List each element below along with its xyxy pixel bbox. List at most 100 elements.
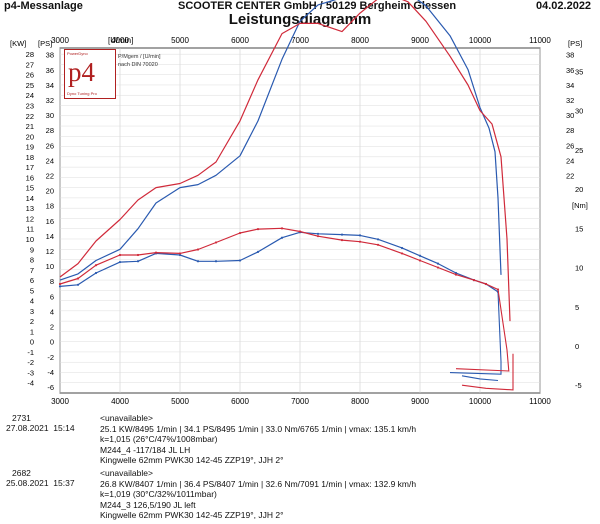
torque-point bbox=[154, 251, 158, 254]
x-tick-label-top: 3000 bbox=[51, 36, 69, 45]
kw-tick-label: 18 bbox=[26, 153, 34, 162]
kw-tick-label: 21 bbox=[26, 122, 34, 131]
kw-tick-label: 0 bbox=[30, 338, 34, 347]
run-details: <unavailable> 26.8 KW/8407 1/min | 36.4 … bbox=[100, 468, 600, 521]
red-torque-tail bbox=[455, 289, 510, 372]
x-tick-label-bottom: 11000 bbox=[529, 397, 551, 406]
ps-left-tick-label: 26 bbox=[46, 141, 54, 150]
power-chart: 3000300040004000500050006000600070007000… bbox=[10, 0, 588, 406]
ps-left-tick-label: 30 bbox=[46, 111, 54, 120]
ps-left-tick-label: 34 bbox=[46, 81, 54, 90]
ps-right-tick-label: 32 bbox=[566, 96, 574, 105]
torque-point bbox=[94, 271, 98, 275]
kw-tick-label: 28 bbox=[26, 50, 34, 59]
ps-right-tick-label: 22 bbox=[566, 172, 574, 181]
torque-point bbox=[418, 259, 422, 262]
torque-point bbox=[136, 260, 140, 263]
torque-point bbox=[418, 254, 422, 257]
torque-point bbox=[238, 259, 242, 262]
report-date: 04.02.2022 bbox=[536, 0, 592, 12]
torque-point bbox=[472, 278, 476, 282]
x-tick-label-top: 11000 bbox=[529, 36, 551, 45]
ps-left-tick-label: 24 bbox=[46, 156, 54, 165]
torque-point bbox=[58, 285, 62, 288]
ps-left-tick-label: 36 bbox=[46, 66, 54, 75]
chart-title: Leistungsdiagramm bbox=[228, 11, 372, 28]
kw-tick-label: 16 bbox=[26, 173, 34, 182]
logo-text: p4 bbox=[68, 57, 95, 87]
run-setup: M244_3 126,5/190 JL left bbox=[100, 499, 196, 510]
torque-point bbox=[400, 246, 404, 250]
torque-point bbox=[400, 252, 404, 255]
kw-tick-label: 27 bbox=[26, 60, 34, 69]
torque-point bbox=[316, 235, 320, 238]
x-tick-label-bottom: 7000 bbox=[291, 397, 309, 406]
nm-tick-label: 20 bbox=[575, 185, 583, 194]
app-title: p4-Messanlage bbox=[4, 0, 83, 12]
nm-tick-label: 0 bbox=[575, 342, 579, 351]
run-correction: k=1,015 (26°C/47%/1008mbar) bbox=[100, 434, 218, 444]
ps-left-tick-label: -6 bbox=[47, 383, 54, 392]
kw-tick-label: 24 bbox=[26, 91, 34, 100]
x-tick-label-top: 10000 bbox=[469, 36, 492, 45]
torque-point bbox=[256, 228, 260, 231]
kw-tick-label: 20 bbox=[26, 132, 34, 141]
x-tick-label-bottom: 4000 bbox=[111, 397, 129, 406]
nm-tick-label: 10 bbox=[575, 264, 583, 273]
x-tick-label-bottom: 3000 bbox=[51, 397, 69, 406]
run-name: <unavailable> bbox=[100, 413, 153, 423]
kw-tick-label: 5 bbox=[30, 286, 34, 295]
run-peaks: 26.8 KW/8407 1/min | 36.4 PS/8407 1/min … bbox=[100, 478, 417, 489]
kw-tick-label: 17 bbox=[26, 163, 34, 172]
torque-point bbox=[454, 271, 458, 275]
run-id: 2682 bbox=[12, 468, 31, 478]
ps-left-tick-label: 32 bbox=[46, 96, 54, 105]
ps-right-tick-label: 30 bbox=[566, 111, 574, 120]
torque-point bbox=[484, 282, 488, 286]
torque-point bbox=[280, 227, 284, 230]
torque-point bbox=[340, 233, 344, 236]
torque-point bbox=[76, 277, 80, 280]
run-setup: M244_4 -117/184 JL LH bbox=[100, 444, 191, 455]
torque-point bbox=[178, 253, 182, 257]
chart-note-2: nach DIN 70020 bbox=[118, 62, 158, 68]
run-datetime: 25.08.2021 15:37 bbox=[6, 478, 75, 488]
torque-point bbox=[280, 236, 284, 239]
ps-axis-unit-right: [PS] bbox=[568, 39, 582, 48]
torque-point bbox=[238, 231, 242, 235]
ps-left-tick-label: 14 bbox=[46, 232, 54, 241]
run-correction: k=1,019 (30°C/32%/1011mbar) bbox=[100, 489, 217, 499]
torque-point bbox=[316, 232, 320, 235]
kw-tick-label: 25 bbox=[26, 81, 34, 90]
chart-tail-segments bbox=[449, 289, 514, 391]
nm-tick-label: 5 bbox=[575, 303, 579, 312]
x-tick-label-top: 4000 bbox=[111, 36, 129, 45]
torque-curve bbox=[59, 231, 499, 293]
torque-point bbox=[376, 238, 380, 241]
ps-left-tick-label: 0 bbox=[50, 338, 54, 347]
ps-left-tick-label: 38 bbox=[46, 51, 54, 60]
power-curve bbox=[59, 0, 502, 281]
kw-tick-label: 11 bbox=[26, 225, 34, 234]
ps-left-tick-label: -2 bbox=[47, 353, 54, 362]
ps-left-tick-label: 10 bbox=[46, 262, 54, 271]
torque-point bbox=[298, 230, 302, 233]
ps-left-tick-label: 12 bbox=[46, 247, 54, 256]
ps-left-tick-label: 18 bbox=[46, 202, 54, 211]
kw-tick-label: 1 bbox=[30, 327, 34, 336]
torque-point bbox=[136, 253, 140, 257]
torque-point bbox=[118, 253, 122, 257]
torque-point bbox=[358, 234, 362, 237]
chart-curves bbox=[58, 0, 511, 322]
ps-right-tick-label: 24 bbox=[566, 156, 574, 165]
ps-left-tick-label: 4 bbox=[50, 307, 54, 316]
kw-tick-label: 15 bbox=[26, 184, 34, 193]
ps-left-tick-label: 16 bbox=[46, 217, 54, 226]
torque-point bbox=[340, 239, 344, 242]
run-config: Kingwelle 62mm PWK30 142-45 ZZP19°, JJH … bbox=[100, 510, 284, 520]
x-tick-label-bottom: 8000 bbox=[351, 397, 369, 406]
torque-point bbox=[58, 282, 62, 286]
ps-left-tick-label: 2 bbox=[50, 323, 54, 332]
torque-point bbox=[376, 243, 380, 246]
torque-point bbox=[76, 283, 80, 286]
